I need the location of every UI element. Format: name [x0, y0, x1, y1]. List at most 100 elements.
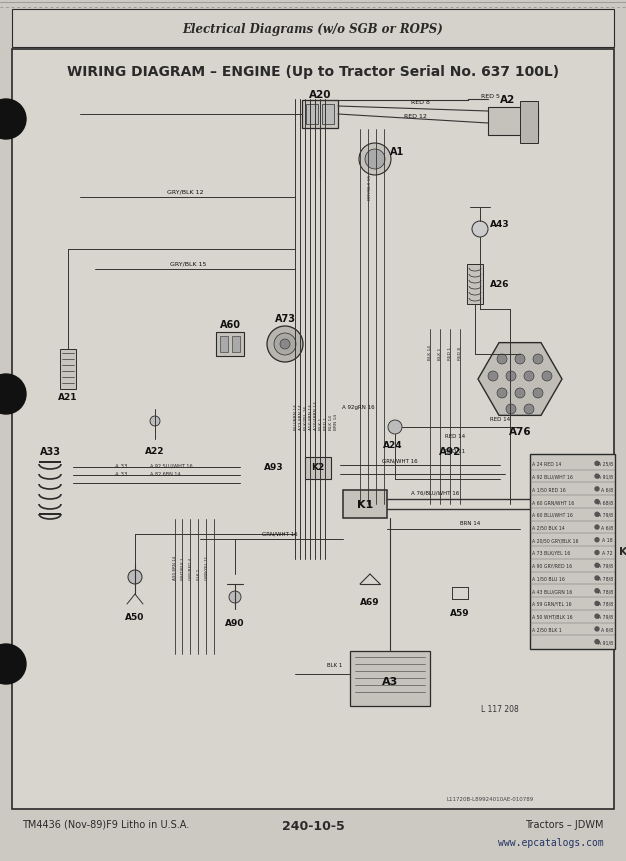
- Circle shape: [595, 461, 599, 466]
- Circle shape: [533, 355, 543, 364]
- Circle shape: [533, 388, 543, 399]
- Circle shape: [524, 405, 534, 414]
- Text: A24: A24: [383, 441, 403, 450]
- Text: A76: A76: [509, 426, 531, 437]
- Circle shape: [595, 474, 599, 479]
- Text: L 117 208: L 117 208: [481, 704, 519, 714]
- Circle shape: [497, 388, 507, 399]
- Text: A2: A2: [500, 95, 516, 105]
- Text: A 1/50 RED 16: A 1/50 RED 16: [532, 486, 566, 492]
- Text: A90: A90: [225, 619, 245, 628]
- Bar: [216, 332, 244, 356]
- Text: A 92 BLU/WHT 16: A 92 BLU/WHT 16: [532, 474, 573, 479]
- Bar: [12, 10, 614, 48]
- Text: A90 8RN 14: A90 8RN 14: [173, 555, 177, 579]
- Text: A3: A3: [382, 676, 398, 686]
- Text: A60: A60: [220, 319, 240, 330]
- Text: BRN 14: BRN 14: [460, 521, 480, 526]
- Circle shape: [595, 615, 599, 618]
- Circle shape: [515, 355, 525, 364]
- Text: A 78/8: A 78/8: [598, 601, 613, 606]
- Circle shape: [150, 417, 160, 426]
- Circle shape: [359, 144, 391, 176]
- Text: GRN/WHT 16: GRN/WHT 16: [262, 531, 298, 536]
- Text: A33: A33: [39, 447, 61, 456]
- Text: A22: A22: [145, 447, 165, 456]
- Text: A 60 BLU/WHT 16: A 60 BLU/WHT 16: [532, 512, 573, 517]
- Text: TM4436 (Nov-89)F9 Litho in U.S.A.: TM4436 (Nov-89)F9 Litho in U.S.A.: [22, 819, 189, 829]
- Bar: [12, 50, 614, 809]
- Circle shape: [595, 525, 599, 530]
- Text: A 18: A 18: [602, 537, 613, 542]
- Bar: [306, 105, 318, 125]
- Text: L11720B-L89924010AE-010789: L11720B-L89924010AE-010789: [446, 796, 533, 802]
- Bar: [60, 350, 76, 389]
- Text: A 76/BLU/WHT 16: A 76/BLU/WHT 16: [411, 490, 459, 495]
- Text: A 59 GRN/YEL 16: A 59 GRN/YEL 16: [532, 601, 572, 606]
- Text: BLK 14: BLK 14: [428, 344, 432, 360]
- Text: A 92 SLU/WHT 16: A 92 SLU/WHT 16: [150, 463, 193, 468]
- Text: BLK 1: BLK 1: [327, 663, 342, 668]
- Text: A 78/8: A 78/8: [598, 576, 613, 581]
- Text: RED 11: RED 11: [445, 449, 465, 454]
- Circle shape: [388, 420, 402, 435]
- Bar: [220, 337, 228, 353]
- Bar: [520, 102, 538, 144]
- Circle shape: [595, 487, 599, 492]
- Text: A 20/50 GRY/BLK 16: A 20/50 GRY/BLK 16: [532, 537, 578, 542]
- Circle shape: [488, 372, 498, 381]
- Text: A 24 RED 14: A 24 RED 14: [532, 461, 562, 467]
- Text: www.epcatalogs.com: www.epcatalogs.com: [498, 837, 604, 847]
- Bar: [322, 105, 334, 125]
- Text: A20: A20: [309, 90, 331, 100]
- Text: A 79/8: A 79/8: [598, 614, 613, 619]
- Text: A 50 WHT/BLK 16: A 50 WHT/BLK 16: [532, 614, 573, 619]
- Text: A 2/50 BLK 14: A 2/50 BLK 14: [532, 525, 565, 530]
- Text: A 91/8: A 91/8: [598, 474, 613, 479]
- Text: A50 8RN 14: A50 8RN 14: [309, 404, 313, 430]
- Text: A 79/8: A 79/8: [598, 512, 613, 517]
- Circle shape: [595, 538, 599, 542]
- Text: A43: A43: [490, 220, 510, 229]
- Text: A73 8RN 14: A73 8RN 14: [299, 404, 303, 430]
- Text: A 6/8: A 6/8: [601, 525, 613, 530]
- Circle shape: [595, 500, 599, 504]
- Text: GRN/YEL 11: GRN/YEL 11: [205, 555, 209, 579]
- Circle shape: [365, 150, 385, 170]
- Text: GRN/WHT 16: GRN/WHT 16: [382, 458, 418, 463]
- Circle shape: [267, 326, 303, 362]
- Text: A 1/50 BLU 16: A 1/50 BLU 16: [532, 576, 565, 581]
- Text: A92: A92: [439, 447, 461, 456]
- Text: A93: A93: [264, 463, 284, 472]
- Text: RED 8: RED 8: [411, 101, 429, 105]
- Text: RED 8: RED 8: [458, 346, 462, 360]
- Bar: [343, 491, 387, 518]
- Text: A21: A21: [58, 393, 78, 402]
- Text: A50: A50: [125, 613, 145, 622]
- Text: A 43 BLU/GRN 16: A 43 BLU/GRN 16: [532, 589, 572, 593]
- Text: BLK 14: BLK 14: [329, 414, 333, 430]
- Text: 240-10-5: 240-10-5: [282, 819, 344, 832]
- Text: A 25/8: A 25/8: [598, 461, 613, 467]
- Circle shape: [595, 640, 599, 644]
- Bar: [302, 101, 338, 129]
- Text: A 73 BLK/YEL 16: A 73 BLK/YEL 16: [532, 550, 570, 555]
- Circle shape: [595, 602, 599, 606]
- Circle shape: [595, 627, 599, 631]
- Text: A20/4BRN 14: A20/4BRN 14: [314, 400, 318, 430]
- Text: RED 14: RED 14: [490, 417, 510, 422]
- Bar: [305, 457, 331, 480]
- Text: A 68/8: A 68/8: [598, 499, 613, 505]
- Text: A 78/8: A 78/8: [598, 589, 613, 593]
- Bar: [530, 455, 615, 649]
- Circle shape: [128, 570, 142, 585]
- Text: A 33: A 33: [115, 472, 128, 476]
- Text: A 6/8: A 6/8: [601, 627, 613, 632]
- Circle shape: [595, 512, 599, 517]
- Text: WIRING DIAGRAM – ENGINE (Up to Tractor Serial No. 637 100L): WIRING DIAGRAM – ENGINE (Up to Tractor S…: [67, 65, 559, 79]
- Text: A 33: A 33: [115, 463, 128, 468]
- Circle shape: [595, 564, 599, 567]
- Text: A 2/50 BLK 1: A 2/50 BLK 1: [532, 627, 562, 632]
- Bar: [232, 337, 240, 353]
- Text: A69: A69: [360, 598, 380, 607]
